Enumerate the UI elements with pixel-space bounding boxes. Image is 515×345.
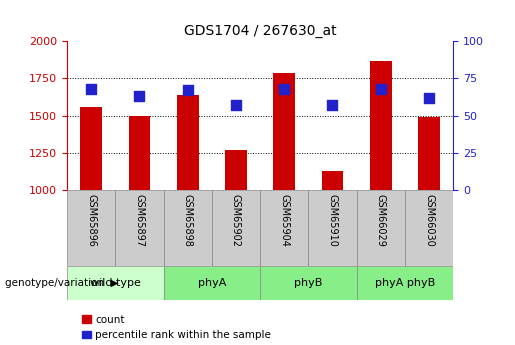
Point (183, 88, 192, 93)
Text: phyA phyB: phyA phyB (375, 278, 435, 288)
Text: phyB: phyB (294, 278, 322, 288)
Point (87, 86, 95, 92)
Bar (308, 190, 356, 266)
Bar (260, 190, 308, 266)
Bar (225, 150, 247, 190)
Text: genotype/variation  ▶: genotype/variation ▶ (5, 278, 119, 288)
Text: GSM66030: GSM66030 (424, 194, 434, 246)
Bar (273, 73, 295, 190)
Point (329, 102, 337, 108)
Text: GSM66029: GSM66029 (376, 194, 386, 246)
Point (135, 93, 144, 99)
Text: wild type: wild type (90, 278, 141, 288)
Bar (163, 266, 260, 300)
Text: GSM65896: GSM65896 (86, 194, 96, 246)
Bar (370, 61, 391, 190)
Point (232, 102, 240, 108)
Bar (80, 107, 102, 190)
Point (376, 86, 385, 92)
Bar (129, 116, 150, 190)
Bar (405, 190, 453, 266)
Text: phyA: phyA (198, 278, 226, 288)
Bar (356, 190, 405, 266)
Text: GSM65898: GSM65898 (183, 194, 193, 246)
Bar (212, 190, 260, 266)
Bar (356, 266, 453, 300)
Bar (115, 190, 163, 266)
Bar (163, 190, 212, 266)
Point (425, 95, 433, 100)
Bar (177, 95, 198, 190)
Bar (67, 266, 163, 300)
Bar (260, 266, 356, 300)
Text: GSM65910: GSM65910 (328, 194, 337, 246)
Point (280, 86, 288, 92)
Text: GSM65897: GSM65897 (134, 194, 144, 247)
Bar (418, 117, 440, 190)
Text: GSM65904: GSM65904 (279, 194, 289, 246)
Legend: count, percentile rank within the sample: count, percentile rank within the sample (82, 315, 271, 340)
Bar (322, 171, 344, 190)
Title: GDS1704 / 267630_at: GDS1704 / 267630_at (184, 23, 336, 38)
Bar (67, 190, 115, 266)
Text: GSM65902: GSM65902 (231, 194, 241, 247)
